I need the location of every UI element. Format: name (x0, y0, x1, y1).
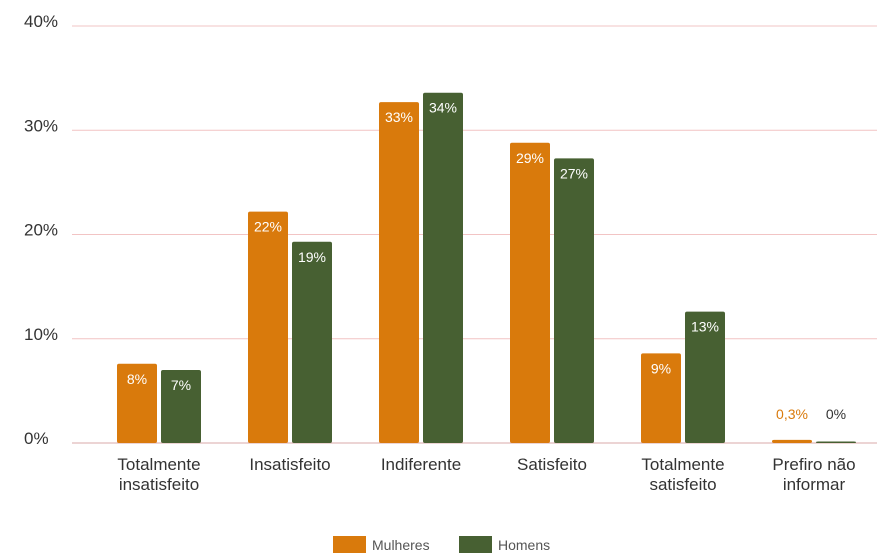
bar-mulheres (510, 142, 550, 443)
y-axis: 0% 10% 20% 30% 40% (24, 12, 58, 448)
category-label: Insatisfeito (249, 455, 330, 474)
bar-mulheres (772, 439, 812, 443)
bar-homens (292, 241, 332, 443)
bar-mulheres (117, 363, 157, 443)
gridlines (72, 25, 877, 444)
data-label: 8% (127, 371, 147, 387)
bars (117, 92, 856, 443)
category-label: Prefiro não informar (772, 455, 855, 494)
data-label: 27% (560, 165, 588, 181)
category-label: Totalmente satisfeito (641, 455, 724, 494)
x-axis: Totalmente insatisfeito Insatisfeito Indife… (117, 455, 855, 494)
data-label: 0,3% (776, 406, 808, 422)
legend-swatch (459, 536, 492, 553)
bar-homens (816, 441, 856, 443)
legend-label: Homens (498, 537, 550, 553)
category-label: Indiferente (381, 455, 461, 474)
bar-homens (685, 311, 725, 443)
bar-homens (161, 370, 201, 443)
bar-homens (554, 158, 594, 443)
legend: Mulheres Homens (333, 536, 550, 553)
data-label: 13% (691, 319, 719, 335)
data-label: 9% (651, 360, 671, 376)
data-labels: 8% 7% 22% 19% 33% 34% 29% 27% 9% 13% 0,3% 0% (127, 100, 846, 422)
bar-homens (423, 92, 463, 443)
bar-mulheres (248, 211, 288, 443)
data-label: 7% (171, 377, 191, 393)
category-label: Totalmente insatisfeito (117, 455, 200, 494)
data-label: 34% (429, 100, 457, 116)
legend-label: Mulheres (372, 537, 430, 553)
y-tick-label: 10% (24, 325, 58, 344)
data-label: 33% (385, 109, 413, 125)
bar-mulheres (379, 102, 419, 443)
y-tick-label: 30% (24, 116, 58, 135)
data-label: 22% (254, 219, 282, 235)
y-tick-label: 0% (24, 429, 49, 448)
bar-mulheres (641, 353, 681, 443)
legend-swatch (333, 536, 366, 553)
data-label: 29% (516, 150, 544, 166)
data-label: 0% (826, 406, 846, 422)
data-label: 19% (298, 249, 326, 265)
y-tick-label: 40% (24, 12, 58, 31)
y-tick-label: 20% (24, 221, 58, 240)
category-label: Satisfeito (517, 455, 587, 474)
